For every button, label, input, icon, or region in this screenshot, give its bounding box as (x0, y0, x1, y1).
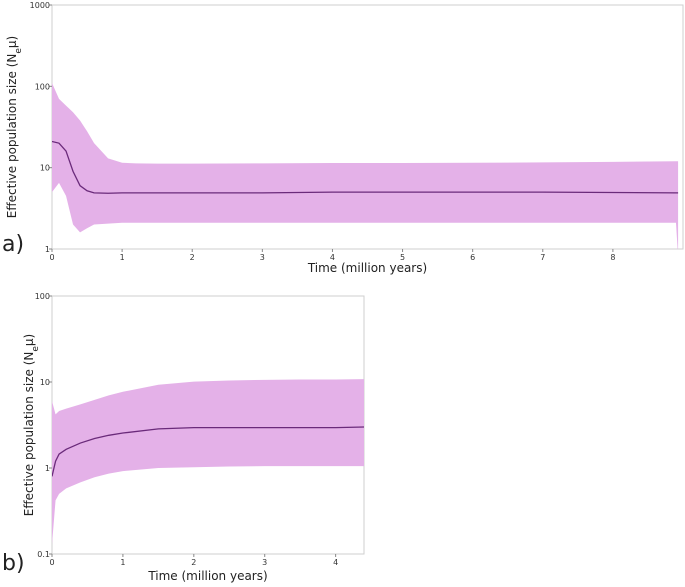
y-tick-label: 1000 (30, 1, 50, 10)
y-tick-label: 10 (40, 378, 50, 387)
x-tick-label: 3 (262, 558, 267, 567)
x-tick-label: 1 (120, 558, 125, 567)
x-axis-title: Time (million years) (307, 261, 427, 275)
y-tick-label: 10 (40, 164, 50, 173)
panel-b: 0 1 2 3 4 0.1 1 10 100 Time (million years) Effect… (2, 292, 365, 583)
x-axis-title: Time (million years) (147, 569, 267, 583)
y-axis-title-end: μ) (22, 334, 36, 346)
y-axis-title-main: Effective population size (N (5, 54, 19, 219)
panel-label: b) (2, 551, 25, 576)
confidence-band (52, 379, 364, 545)
x-tick-label: 8 (610, 253, 615, 262)
y-tick-label: 100 (35, 82, 50, 91)
panel-label: a) (2, 232, 24, 257)
x-tick-label: 1 (120, 253, 125, 262)
x-tick-label: 4 (330, 253, 335, 262)
x-tick-label: 0 (49, 558, 54, 567)
median-line (52, 140, 679, 194)
y-axis-title-end: μ) (5, 36, 19, 48)
x-tick-label: 5 (400, 253, 405, 262)
x-tick-label: 3 (260, 253, 265, 262)
y-tick-label: 0.1 (37, 550, 50, 559)
x-tick-label: 0 (49, 253, 54, 262)
x-tick-label: 7 (540, 253, 545, 262)
y-axis-title: Effective population size (Neμ) (5, 36, 24, 218)
x-tick-label: 2 (191, 558, 196, 567)
y-tick-label: 1 (45, 245, 50, 254)
y-axis-title-subscript: e (31, 346, 41, 352)
y-axis-title-main: Effective population size (N (22, 352, 36, 517)
y-tick-label: 1 (45, 464, 50, 473)
y-tick-label: 100 (35, 292, 50, 301)
confidence-band (52, 82, 679, 249)
y-axis-title-subscript: e (14, 48, 24, 54)
x-tick-label: 2 (190, 253, 195, 262)
x-tick-label: 6 (470, 253, 475, 262)
y-axis-title: Effective population size (Neμ) (22, 334, 41, 516)
x-tick-label: 4 (333, 558, 338, 567)
median-line (52, 426, 364, 477)
